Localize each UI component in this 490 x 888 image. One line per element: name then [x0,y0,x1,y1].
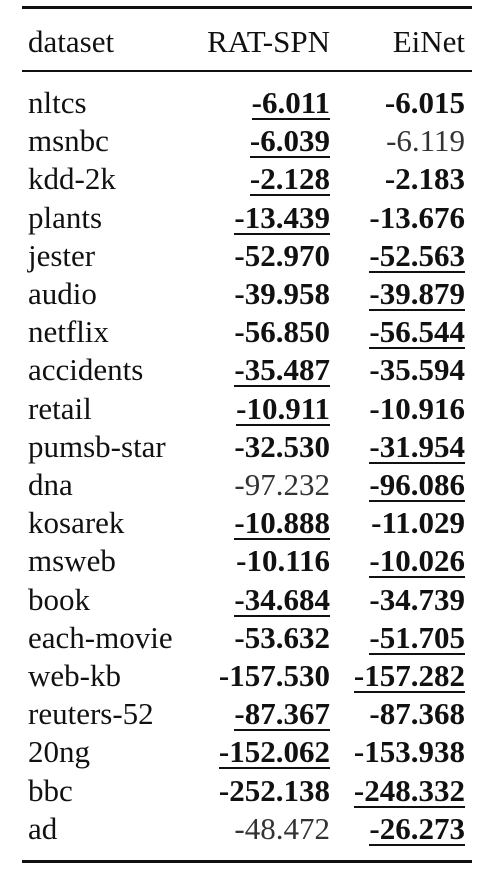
rat-spn-cell: -6.039 [249,123,330,159]
dataset-cell: dna [28,467,73,502]
einet-cell: -96.086 [369,467,465,502]
rat-spn-cell: -152.062 [218,734,330,770]
einet-cell: -6.119 [386,123,465,159]
dataset-cell: 20ng [28,734,90,770]
table-row: msnbc -6.039 -6.119 [22,122,472,160]
table-header-rule [22,70,472,72]
dataset-cell: netflix [28,314,109,350]
rat-spn-cell: -48.472 [234,810,330,846]
table-row: netflix -56.850 -56.544 [22,313,472,351]
einet-cell: -157.282 [353,658,465,693]
rat-spn-cell: -2.128 [249,161,330,197]
einet-cell: -31.954 [369,428,465,464]
dataset-cell: kdd-2k [28,161,116,197]
dataset-cell: accidents [28,352,144,388]
einet-cell: -35.594 [369,352,465,388]
rat-spn-cell: -10.116 [236,543,330,579]
einet-cell: -10.026 [369,543,465,579]
einet-cell: -51.705 [369,619,465,655]
column-header-dataset: dataset [28,24,115,59]
einet-cell: -248.332 [353,772,465,808]
column-header-rat-spn: RAT-SPN [207,24,330,59]
table-row: plants -13.439 -13.676 [22,199,472,237]
table-row: pumsb-star -32.530 -31.954 [22,428,472,466]
einet-cell: -56.544 [369,314,465,350]
table-bottom-rule [22,860,472,863]
dataset-cell: web-kb [28,658,121,693]
einet-cell: -13.676 [369,199,465,235]
table-row: dna -97.232 -96.086 [22,466,472,504]
dataset-cell: bbc [28,772,73,808]
einet-cell: -52.563 [369,237,465,273]
rat-spn-cell: -53.632 [234,619,330,655]
table-row: nltcs -6.011 -6.015 [22,84,472,122]
rat-spn-cell: -56.850 [234,314,330,350]
column-header-einet: EiNet [392,24,465,59]
rat-spn-cell: -35.487 [234,352,330,388]
dataset-cell: pumsb-star [28,428,166,464]
table-row: reuters-52 -87.367 -87.368 [22,695,472,733]
table-top-rule [22,6,472,9]
einet-cell: -11.029 [371,505,465,541]
einet-cell: -6.015 [384,85,465,120]
rat-spn-cell: -97.232 [234,467,330,502]
rat-spn-cell: -252.138 [218,772,330,808]
einet-cell: -26.273 [369,810,465,846]
dataset-cell: msweb [28,543,116,579]
rat-spn-cell: -6.011 [251,85,330,120]
table-row: 20ng -152.062 -153.938 [22,733,472,771]
table-row: audio -39.958 -39.879 [22,275,472,313]
dataset-cell: nltcs [28,85,87,120]
dataset-cell: ad [28,810,58,846]
einet-cell: -2.183 [384,161,465,197]
table-row: jester -52.970 -52.563 [22,237,472,275]
einet-cell: -39.879 [369,276,465,311]
table-row: kdd-2k -2.128 -2.183 [22,160,472,198]
einet-cell: -87.368 [369,696,465,732]
rat-spn-cell: -157.530 [218,658,330,693]
table-row: accidents -35.487 -35.594 [22,351,472,389]
table-row: bbc -252.138 -248.332 [22,772,472,810]
table-row: msweb -10.116 -10.026 [22,542,472,580]
dataset-cell: reuters-52 [28,696,154,732]
table-row: ad -48.472 -26.273 [22,810,472,848]
rat-spn-cell: -10.888 [234,505,330,541]
table-row: book -34.684 -34.739 [22,581,472,619]
rat-spn-cell: -13.439 [234,199,330,235]
rat-spn-cell: -39.958 [234,276,330,311]
dataset-cell: msnbc [28,123,109,159]
rat-spn-cell: -87.367 [234,696,330,732]
table-row: kosarek -10.888 -11.029 [22,504,472,542]
rat-spn-cell: -52.970 [234,237,330,273]
table-row: web-kb -157.530 -157.282 [22,657,472,695]
dataset-cell: plants [28,199,103,235]
table-header: dataset RAT-SPN EiNet [22,23,472,61]
dataset-cell: jester [28,237,96,273]
rat-spn-cell: -34.684 [234,581,330,617]
table-row: retail -10.911 -10.916 [22,390,472,428]
table-row: each-movie -53.632 -51.705 [22,619,472,657]
einet-cell: -10.916 [369,390,465,426]
rat-spn-cell: -10.911 [236,390,330,426]
einet-cell: -153.938 [353,734,465,770]
einet-cell: -34.739 [369,581,465,617]
dataset-cell: kosarek [28,505,125,541]
dataset-cell: each-movie [28,619,173,655]
dataset-cell: book [28,581,90,617]
dataset-cell: retail [28,390,92,426]
rat-spn-cell: -32.530 [234,428,330,464]
dataset-cell: audio [28,276,97,311]
